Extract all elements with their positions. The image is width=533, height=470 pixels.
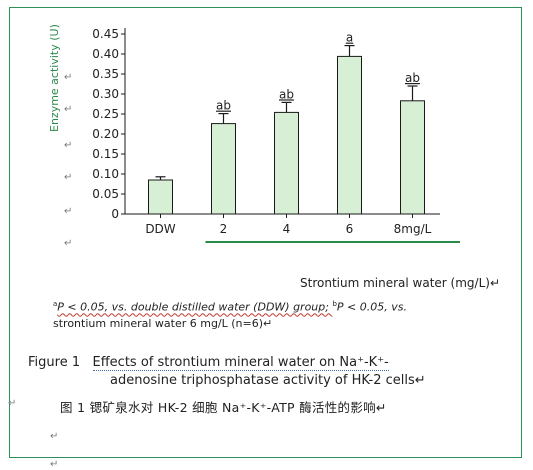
caption-line-1: Effects of strontium mineral water on Na… (92, 355, 389, 371)
para-mark: ↵ (64, 238, 73, 249)
figure-caption-chinese: 图 1 锶矿泉水对 HK-2 细胞 Na⁺-K⁺-ATP 酶活性的影响↵ (60, 397, 387, 416)
x-tick-label: 4 (283, 222, 291, 236)
x-axis-label-text: Strontium mineral water (mg/L) (300, 276, 490, 290)
caption-zh-text: 图 1 锶矿泉水对 HK-2 细胞 Na⁺-K⁺-ATP 酶活性的影响 (60, 400, 376, 415)
bar (400, 100, 425, 215)
y-tick-label: 0.35 (92, 67, 119, 81)
footnote-text-1: P < 0.05, vs. double distilled water (DD… (57, 300, 333, 314)
figure-footnote: aP < 0.05, vs. double distilled water (D… (53, 296, 473, 332)
x-tick-label: 8mg/L (394, 222, 432, 236)
y-tick-label: 0.05 (92, 187, 119, 201)
para-mark: ↵ (64, 72, 73, 83)
para-mark: ↵ (64, 104, 73, 115)
y-tick-label: 0.45 (92, 27, 119, 41)
para-mark: ↵ (50, 459, 59, 470)
para-mark: ↵ (414, 373, 426, 388)
figure-label: Figure 1 (28, 355, 81, 370)
para-mark: ↵ (489, 276, 500, 290)
bar (337, 55, 362, 215)
y-axis-label: Enzyme activity (U) (48, 24, 61, 132)
y-tick-label: 0.40 (92, 47, 119, 61)
significance-label: ab (405, 71, 420, 85)
para-mark: ↵ (64, 206, 73, 217)
para-mark: ↵ (50, 431, 59, 442)
para-mark: ↵ (8, 398, 17, 409)
bar (211, 123, 236, 215)
superscript-a: a (53, 300, 58, 308)
para-mark: ↵ (64, 140, 73, 151)
para-mark: ↵ (375, 400, 387, 415)
y-tick-label: 0.25 (92, 107, 119, 121)
footnote-text-3: strontium mineral water 6 mg/L (n=6) (53, 316, 264, 330)
chart-svg: 0 0.05 0.10 0.15 0.20 0.25 0.30 0.35 0.40 0.45 DDW… (92, 27, 460, 243)
significance-label: ab (279, 87, 294, 101)
caption-line-2: adenosine triphosphatase activity of HK-… (110, 373, 415, 388)
x-tick-label: 6 (346, 222, 354, 236)
footnote-text-2: P < 0.05, vs. (336, 300, 407, 314)
bar-chart: 0 0.05 0.10 0.15 0.20 0.25 0.30 0.35 0.40 0.45 DDW… (48, 20, 500, 290)
para-mark: ↵ (263, 316, 273, 330)
y-tick-label: 0.30 (92, 87, 119, 101)
figure-caption-english: Figure 1 Effects of strontium mineral wa… (28, 354, 488, 390)
bar (148, 179, 173, 215)
y-tick-label: 0.10 (92, 167, 119, 181)
x-axis-group-label: Strontium mineral water (mg/L)↵ (300, 276, 500, 290)
x-tick-label: DDW (145, 222, 175, 236)
y-tick-label: 0.15 (92, 147, 119, 161)
y-tick-label: 0 (111, 207, 119, 221)
bar (274, 111, 299, 215)
para-mark: ↵ (64, 172, 73, 183)
significance-label: a (346, 31, 353, 45)
significance-label: ab (216, 99, 231, 113)
figure-frame (9, 7, 522, 458)
y-tick-label: 0.20 (92, 127, 119, 141)
superscript-b: b (332, 300, 337, 308)
x-tick-label: 2 (220, 222, 228, 236)
